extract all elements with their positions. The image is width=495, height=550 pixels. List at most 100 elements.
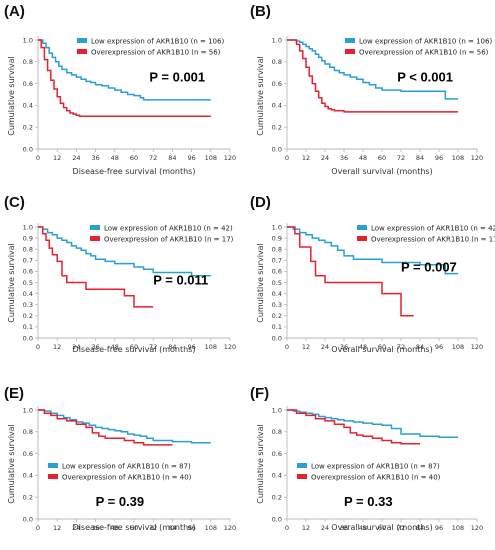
survival-curve-overexpression [287,226,414,317]
legend-swatch [297,463,307,468]
y-tick-label: 0.0 [23,145,33,153]
x-tick-label: 108 [205,343,217,351]
survival-curve-overexpression [38,409,173,446]
legend-swatch [77,49,87,54]
survival-curve-overexpression [287,409,420,445]
x-tick-label: 0 [36,524,40,532]
y-tick-label: 0.8 [23,428,33,436]
legend-label: Low expression of AKR1B10 (n = 42) [371,225,495,233]
y-tick-label: 0.3 [272,301,282,309]
y-tick-label: 0.6 [272,80,282,88]
y-tick-label: 0.8 [272,246,282,254]
x-tick-label: 24 [72,524,80,532]
legend-label: Overexpression of AKR1B10 (n = 56) [359,49,489,57]
survival-curve-low-expression [287,409,458,439]
legend-swatch [77,38,87,43]
x-tick-label: 96 [435,524,443,532]
y-tick-label: 0.0 [272,145,282,153]
x-tick-label: 120 [224,154,236,162]
y-tick-label: 0.6 [272,268,282,276]
survival-curve-overexpression [38,226,154,308]
y-tick-label: 0.2 [23,494,33,502]
y-tick-label: 1.0 [23,223,33,231]
x-axis-label: Disease-free survival (months) [73,167,196,176]
panel-letter: (A) [4,3,25,20]
legend-swatch [357,225,367,230]
survival-curve-overexpression [38,39,211,118]
x-tick-label: 108 [452,343,464,351]
legend-label: Overexpression of AKR1B10 (n = 40) [62,474,192,482]
y-tick-label: 0.6 [23,80,33,88]
p-value-label: P = 0.011 [153,273,208,288]
y-tick-label: 0.0 [23,515,33,523]
x-tick-label: 72 [149,524,157,532]
x-tick-label: 108 [205,524,217,532]
y-axis-label: Cumulative survival [256,56,265,136]
y-tick-label: 0.7 [272,257,282,265]
y-tick-label: 0.2 [272,124,282,132]
y-axis-label: Cumulative survival [256,424,265,504]
p-value-label: P = 0.007 [401,259,457,274]
x-tick-label: 96 [187,524,195,532]
panel-letter: (B) [250,3,271,20]
x-tick-label: 12 [302,524,310,532]
legend-label: Overexpression of AKR1B10 (n = 17) [104,236,234,244]
x-tick-label: 48 [359,343,367,351]
y-tick-label: 0.4 [23,290,33,298]
x-tick-label: 12 [302,343,310,351]
y-tick-label: 1.0 [272,223,282,231]
y-tick-label: 1.0 [23,36,33,44]
x-tick-label: 60 [378,154,386,162]
p-value-label: P = 0.39 [96,494,145,509]
x-tick-label: 12 [53,154,61,162]
x-tick-label: 60 [130,524,138,532]
y-tick-label: 0.0 [23,334,33,342]
x-tick-label: 72 [397,343,405,351]
x-tick-label: 120 [224,343,236,351]
x-tick-label: 96 [187,343,195,351]
y-tick-label: 1.0 [23,406,33,414]
x-tick-label: 96 [435,154,443,162]
x-tick-label: 120 [471,343,483,351]
x-tick-label: 24 [72,154,80,162]
legend-label: Overexpression of AKR1B10 (n = 17) [371,236,495,244]
km-panel-b: (B) 0.0 0.2 0.4 0.6 0.8 1.0 0 12 24 36 48 60 72 84 96 10… [250,3,492,176]
survival-curve-overexpression [287,39,458,113]
x-tick-label: 108 [452,524,464,532]
x-tick-label: 84 [416,343,424,351]
y-axis-label: Cumulative survival [7,56,16,136]
y-tick-label: 0.2 [272,312,282,320]
y-tick-label: 0.4 [272,472,282,480]
y-tick-label: 0.1 [23,323,33,331]
x-tick-label: 48 [111,524,119,532]
y-tick-label: 0.8 [23,58,33,66]
y-tick-label: 0.4 [272,290,282,298]
legend-swatch [297,474,307,479]
legend-swatch [357,236,367,241]
x-tick-label: 84 [416,154,424,162]
p-value-label: P = 0.33 [344,494,393,509]
x-tick-label: 96 [435,343,443,351]
y-tick-label: 0.4 [272,102,282,110]
x-tick-label: 120 [224,524,236,532]
x-tick-label: 48 [111,343,119,351]
y-tick-label: 0.5 [272,279,282,287]
km-panel-e: (E) 0.0 0.2 0.4 0.6 0.8 1.0 0 12 24 36 48 60 72 84 96 10… [4,385,236,532]
x-axis-label: Disease-free survival (months) [73,523,196,532]
y-tick-label: 0.8 [272,428,282,436]
x-tick-label: 12 [302,154,310,162]
y-tick-label: 0.4 [23,102,33,110]
km-panel-c: (C) 0.0 0.1 0.2 0.3 0.4 0.5 0.6 0.7 0.8 0.9 1.0 0 12 2… [4,194,236,354]
x-tick-label: 48 [359,154,367,162]
y-tick-label: 0.9 [23,234,33,242]
y-tick-label: 0.0 [272,334,282,342]
x-tick-label: 120 [471,154,483,162]
legend-label: Low expression of AKR1B10 (n = 87) [311,463,440,471]
y-axis-label: Cumulative survival [256,243,265,323]
y-tick-label: 0.2 [23,312,33,320]
x-tick-label: 0 [285,343,289,351]
x-tick-label: 12 [53,524,61,532]
x-tick-label: 12 [53,343,61,351]
x-tick-label: 36 [340,154,348,162]
